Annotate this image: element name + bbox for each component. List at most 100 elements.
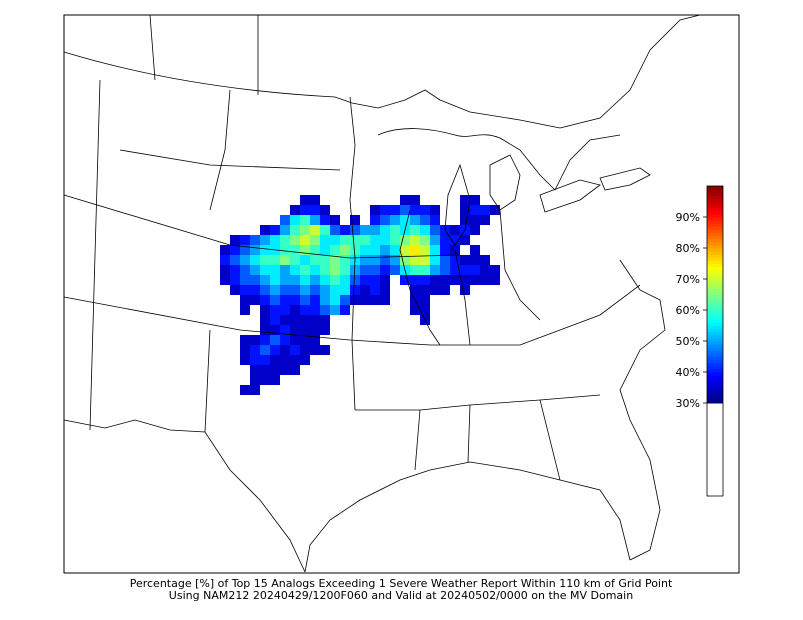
grid-cell [380, 275, 390, 285]
grid-cell [360, 225, 370, 235]
colorbar-segment [707, 300, 723, 305]
grid-cell [270, 315, 280, 325]
grid-cell [330, 295, 340, 305]
grid-cell [430, 285, 440, 295]
grid-cell [420, 305, 430, 315]
colorbar-segment [707, 372, 723, 376]
grid-cell [430, 205, 440, 215]
grid-cell [240, 345, 250, 355]
colorbar-tick-label: 40% [676, 366, 700, 379]
colorbar: 30% 40% 50% 60% 70% 80% 90% [676, 185, 724, 497]
grid-cell [380, 265, 390, 275]
grid-cell [280, 255, 290, 265]
grid-cell [430, 235, 440, 245]
colorbar-segment [707, 251, 723, 255]
grid-cell [380, 205, 390, 215]
grid-cell [310, 335, 320, 345]
grid-cell [470, 245, 480, 255]
colorbar-segment [707, 272, 723, 277]
grid-cell [450, 255, 460, 265]
grid-cell [390, 205, 400, 215]
grid-cell [350, 265, 360, 275]
grid-cell [220, 275, 230, 285]
grid-cell [260, 275, 270, 285]
grid-cell [290, 215, 300, 225]
grid-cell [310, 245, 320, 255]
colorbar-tick-label: 80% [676, 242, 700, 255]
grid-cell [470, 275, 480, 285]
colorbar-segment [707, 384, 723, 388]
grid-cell [250, 235, 260, 245]
grid-cell [290, 315, 300, 325]
colorbar-segment [707, 235, 723, 240]
grid-cell [330, 275, 340, 285]
grid-cell [310, 215, 320, 225]
grid-cell [320, 295, 330, 305]
grid-cell [290, 285, 300, 295]
grid-cell [340, 245, 350, 255]
grid-cell [350, 295, 360, 305]
grid-cell [340, 265, 350, 275]
grid-cell [280, 295, 290, 305]
grid-cell [300, 315, 310, 325]
grid-cell [230, 245, 240, 255]
colorbar-segment [707, 192, 723, 196]
grid-cell [490, 205, 500, 215]
colorbar-segment [707, 319, 723, 323]
colorbar-segment [707, 189, 723, 193]
grid-cell [460, 265, 470, 275]
grid-cell [420, 225, 430, 235]
grid-cell [250, 385, 260, 395]
grid-cell [270, 275, 280, 285]
grid-cell [490, 275, 500, 285]
grid-cell [450, 275, 460, 285]
grid-cell [260, 225, 270, 235]
grid-cell [310, 235, 320, 245]
colorbar-segment [707, 322, 723, 326]
grid-cell [390, 215, 400, 225]
grid-cell [260, 255, 270, 265]
grid-cell [480, 265, 490, 275]
colorbar-segment [707, 220, 723, 224]
grid-cell [280, 345, 290, 355]
colorbar-segment [707, 285, 723, 289]
grid-cell [250, 285, 260, 295]
grid-cell [290, 325, 300, 335]
grid-cell [370, 265, 380, 275]
grid-cell [250, 265, 260, 275]
grid-cell [280, 275, 290, 285]
grid-cell [240, 245, 250, 255]
grid-cell [260, 285, 270, 295]
grid-cell [300, 195, 310, 205]
grid-cell [300, 215, 310, 225]
grid-cell [430, 255, 440, 265]
colorbar-segment [707, 213, 723, 218]
grid-cell [460, 235, 470, 245]
grid-cell [370, 205, 380, 215]
grid-cell [260, 355, 270, 365]
colorbar-segment [707, 328, 723, 333]
grid-cell [250, 345, 260, 355]
grid-cell [290, 205, 300, 215]
colorbar-segment [707, 204, 723, 209]
grid-cell [370, 295, 380, 305]
grid-cell [420, 275, 430, 285]
grid-cell [380, 295, 390, 305]
grid-cell [300, 235, 310, 245]
grid-cell [320, 305, 330, 315]
grid-cell [440, 245, 450, 255]
grid-cell [330, 215, 340, 225]
grid-cell [230, 285, 240, 295]
grid-cell [240, 335, 250, 345]
grid-cell [430, 265, 440, 275]
colorbar-segment [707, 362, 723, 367]
grid-cell [290, 345, 300, 355]
colorbar-segment [707, 294, 723, 299]
grid-cell [290, 265, 300, 275]
grid-cell [310, 305, 320, 315]
grid-cell [280, 235, 290, 245]
grid-cell [220, 245, 230, 255]
grid-cell [460, 195, 470, 205]
grid-cell [370, 225, 380, 235]
grid-cell [460, 205, 470, 215]
